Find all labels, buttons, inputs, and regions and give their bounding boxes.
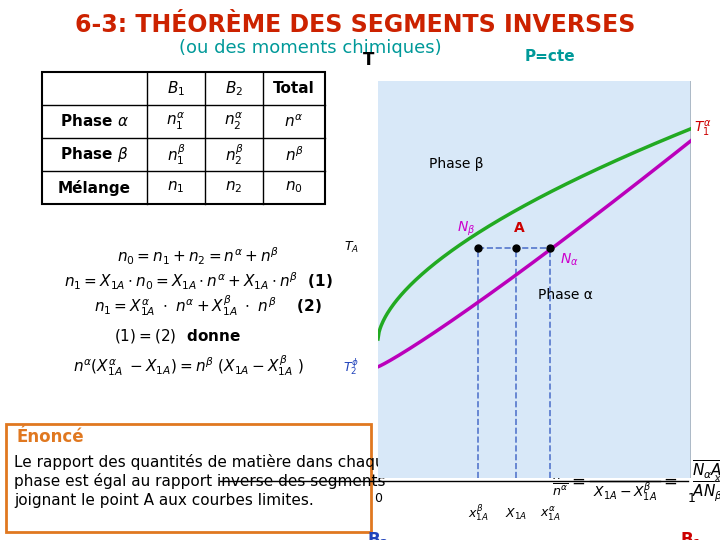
Text: 1: 1 (688, 492, 695, 505)
Text: $n^{\alpha}(X_{1A}^{\alpha}\ - X_{1A}) = n^{\beta}\ (X_{1A} - X_{1A}^{\beta}\ )$: $n^{\alpha}(X_{1A}^{\alpha}\ - X_{1A}) =… (73, 354, 303, 379)
Text: (ou des moments chimiques): (ou des moments chimiques) (179, 39, 441, 57)
Text: $N_{\alpha}$: $N_{\alpha}$ (559, 252, 578, 268)
Text: =: = (571, 473, 585, 491)
Text: $(1) = (2)$  donne: $(1) = (2)$ donne (114, 327, 242, 345)
Text: $X_{1A} - X_{1A}^{\beta}$: $X_{1A} - X_{1A}^{\beta}$ (593, 481, 657, 504)
Text: $T_1^{\alpha}$: $T_1^{\alpha}$ (694, 119, 712, 139)
Text: $n_2^{\alpha}$: $n_2^{\alpha}$ (225, 111, 243, 132)
Text: A: A (513, 221, 524, 235)
Text: P=cte: P=cte (525, 49, 575, 64)
Text: $n_0$: $n_0$ (285, 180, 303, 195)
Text: $n_1$: $n_1$ (167, 180, 185, 195)
Text: Phase $\alpha$: Phase $\alpha$ (60, 113, 129, 130)
FancyBboxPatch shape (6, 424, 371, 532)
Text: $X_{1A}^{\alpha}\ - X_{1A}$: $X_{1A}^{\alpha}\ - X_{1A}$ (590, 460, 660, 480)
Text: Mélange: Mélange (58, 179, 131, 195)
Text: $T_A$: $T_A$ (344, 240, 359, 255)
Text: $X_{1A}$: $X_{1A}$ (505, 507, 527, 522)
Text: $n_2^{\beta}$: $n_2^{\beta}$ (225, 142, 243, 167)
Text: $T_2^{\phi}$: $T_2^{\phi}$ (343, 356, 359, 377)
Bar (42, 72, 325, 204)
Text: $B_2$: $B_2$ (225, 79, 243, 98)
Text: $x_{1A}^{\beta}$: $x_{1A}^{\beta}$ (468, 502, 489, 523)
Text: joignant le point A aux courbes limites.: joignant le point A aux courbes limites. (14, 492, 314, 508)
Text: $n^{\beta}$: $n^{\beta}$ (284, 145, 303, 164)
Text: $\overline{N_{\alpha}A}$: $\overline{N_{\alpha}A}$ (693, 458, 720, 482)
Text: $n_1 = X_{1A} \cdot n_0 = X_{1A} \cdot n^{\alpha} + X_{1A} \cdot n^{\beta}$  (1): $n_1 = X_{1A} \cdot n_0 = X_{1A} \cdot n… (63, 271, 333, 292)
Text: $\frac{n^{\beta}}{n^{\alpha}}$: $\frac{n^{\beta}}{n^{\alpha}}$ (552, 466, 568, 498)
Text: Phase $\beta$: Phase $\beta$ (60, 145, 129, 164)
Text: T: T (363, 51, 374, 69)
Text: =: = (663, 473, 677, 491)
Text: Phase β: Phase β (429, 157, 484, 171)
Text: $n_1^{\beta}$: $n_1^{\beta}$ (166, 142, 186, 167)
Text: 6-3: THÉORÈME DES SEGMENTS INVERSES: 6-3: THÉORÈME DES SEGMENTS INVERSES (75, 13, 635, 37)
Text: $\mathbf{B_1}$: $\mathbf{B_1}$ (680, 530, 702, 540)
Text: $n_2$: $n_2$ (225, 180, 243, 195)
Text: Le rapport des quantités de matière dans chaque: Le rapport des quantités de matière dans… (14, 454, 394, 470)
Text: $x_{1A}^{\alpha}$: $x_{1A}^{\alpha}$ (540, 505, 561, 523)
Text: $N_{\beta}$: $N_{\beta}$ (456, 220, 475, 238)
Text: Phase α: Phase α (539, 288, 593, 302)
Text: Total: Total (273, 81, 315, 96)
Text: $\mathbf{B_2}$: $\mathbf{B_2}$ (367, 530, 389, 540)
Text: $n_1 = X_{1A}^{\alpha}\ \cdot\ n^{\alpha} + X_{1A}^{\beta}\ \cdot\ n^{\beta}$   : $n_1 = X_{1A}^{\alpha}\ \cdot\ n^{\alpha… (94, 294, 322, 319)
Text: $n^{\alpha}$: $n^{\alpha}$ (284, 113, 304, 130)
Text: $x_1^{\alpha}\ ,\ x_1^{\beta}$: $x_1^{\alpha}\ ,\ x_1^{\beta}$ (713, 468, 720, 488)
Text: 0: 0 (374, 492, 382, 505)
Text: Énoncé: Énoncé (16, 428, 84, 446)
Text: $\overline{AN_{\beta}}$: $\overline{AN_{\beta}}$ (692, 480, 720, 504)
Text: $n_0 = n_1 + n_2 = n^{\alpha} + n^{\beta}$: $n_0 = n_1 + n_2 = n^{\alpha} + n^{\beta… (117, 245, 279, 267)
Text: phase est égal au rapport inverse des segments: phase est égal au rapport inverse des se… (14, 473, 385, 489)
Text: $B_1$: $B_1$ (167, 79, 185, 98)
Text: $n_1^{\alpha}$: $n_1^{\alpha}$ (166, 111, 186, 132)
